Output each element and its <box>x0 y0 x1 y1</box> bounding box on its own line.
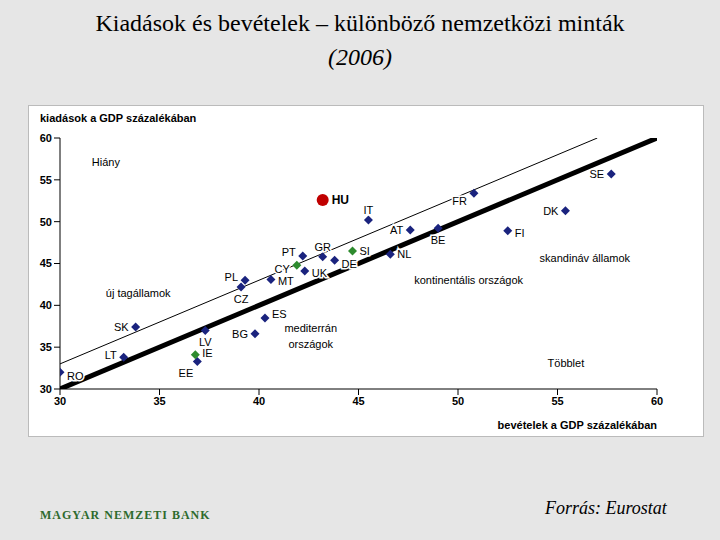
svg-text:mediterrán: mediterrán <box>284 322 337 334</box>
svg-text:CZ: CZ <box>234 293 249 305</box>
svg-text:IT: IT <box>364 204 374 216</box>
svg-text:új tagállamok: új tagállamok <box>106 287 171 299</box>
svg-text:országok: országok <box>288 338 333 350</box>
svg-text:SI: SI <box>360 245 370 257</box>
svg-text:bevételek a GDP százalékában: bevételek a GDP százalékában <box>498 419 658 431</box>
svg-text:Többlet: Többlet <box>548 357 585 369</box>
html-text:Kiadások és bevételek – különb: Kiadások és bevételek – különböző nemzet… <box>95 10 625 36</box>
svg-text:BG: BG <box>232 328 248 340</box>
svg-text:NL: NL <box>397 248 411 260</box>
html-text:Forrás: Eurostat: Forrás: Eurostat <box>545 498 667 518</box>
svg-text:LV: LV <box>198 336 212 349</box>
svg-text:FI: FI <box>515 227 525 239</box>
svg-text:60: 60 <box>40 132 52 144</box>
svg-text:Hiány: Hiány <box>92 156 121 168</box>
html-text:MAGYAR NEMZETI BANK: MAGYAR NEMZETI BANK <box>40 508 211 522</box>
svg-text:35: 35 <box>40 341 52 353</box>
svg-text:CY: CY <box>275 263 291 275</box>
svg-text:50: 50 <box>40 216 52 228</box>
svg-text:55: 55 <box>40 174 52 186</box>
svg-text:50: 50 <box>452 395 464 407</box>
svg-text:IE: IE <box>202 347 212 359</box>
svg-text:LT: LT <box>105 349 117 361</box>
svg-text:30: 30 <box>40 383 52 395</box>
svg-text:PT: PT <box>282 246 296 258</box>
svg-text:MT: MT <box>278 275 294 287</box>
svg-text:40: 40 <box>40 299 52 311</box>
svg-text:skandináv államok: skandináv államok <box>540 252 631 264</box>
svg-text:DE: DE <box>342 258 357 270</box>
svg-text:35: 35 <box>153 395 165 407</box>
svg-text:30: 30 <box>54 395 66 407</box>
svg-text:SE: SE <box>590 168 605 180</box>
html-text:kiadások a GDP százalékában: kiadások a GDP százalékában <box>40 112 197 124</box>
svg-text:FR: FR <box>452 195 467 207</box>
svg-text:BE: BE <box>431 234 446 246</box>
svg-text:55: 55 <box>551 395 563 407</box>
svg-text:ES: ES <box>272 308 287 320</box>
svg-text:SK: SK <box>114 321 129 333</box>
svg-text:45: 45 <box>352 395 364 407</box>
svg-text:AT: AT <box>390 224 404 236</box>
svg-text:PL: PL <box>225 271 238 283</box>
svg-text:HU: HU <box>332 193 349 207</box>
svg-text:EE: EE <box>179 367 194 379</box>
svg-text:kontinentális országok: kontinentális országok <box>414 274 523 286</box>
svg-text:45: 45 <box>40 257 52 269</box>
svg-text:40: 40 <box>253 395 265 407</box>
svg-text:UK: UK <box>312 267 328 279</box>
svg-text:DK: DK <box>543 205 559 217</box>
svg-text:RO: RO <box>67 370 84 382</box>
html-text:(2006): (2006) <box>328 44 392 70</box>
svg-text:GR: GR <box>314 241 331 253</box>
svg-text:60: 60 <box>651 395 663 407</box>
